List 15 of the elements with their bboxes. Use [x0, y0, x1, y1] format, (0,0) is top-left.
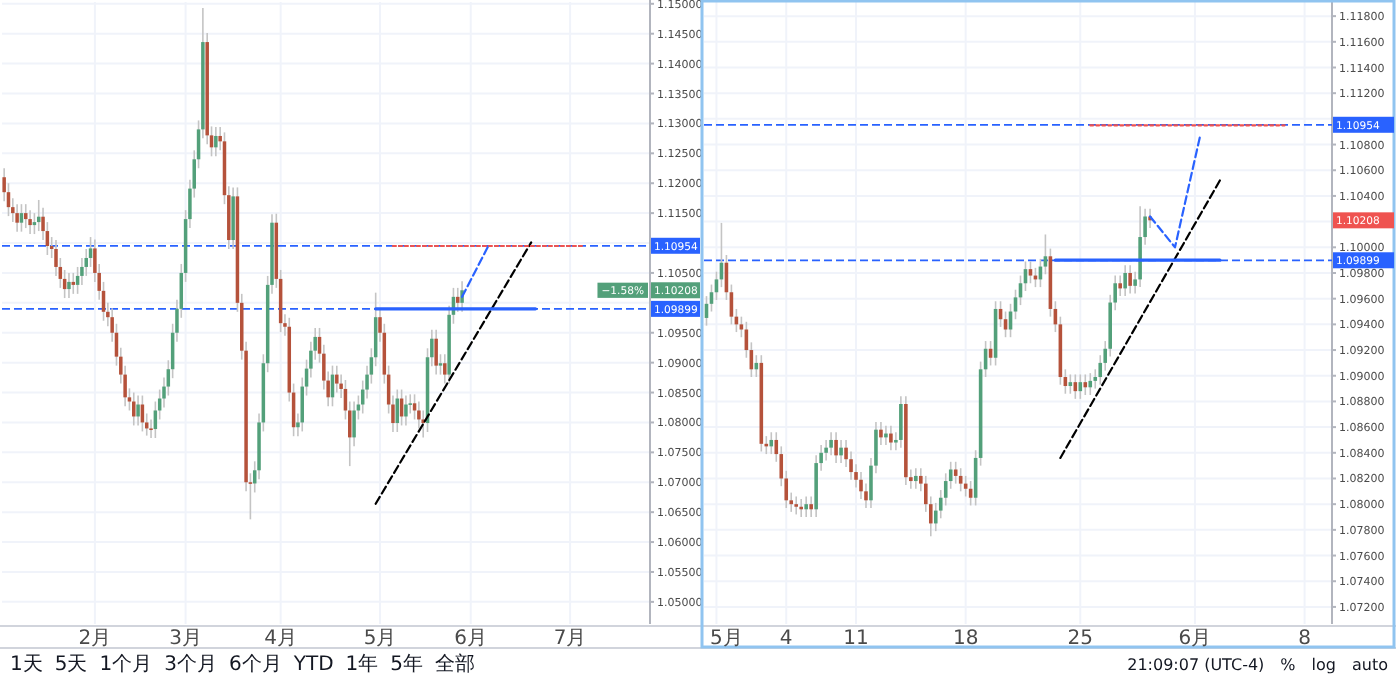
x-tick-label: 6月 — [454, 628, 488, 650]
toolbar: 21:09:07 (UTC-4) % log auto — [1127, 656, 1388, 674]
x-tick-label: 25 — [1067, 628, 1094, 650]
x-tick-label: 8 — [1298, 628, 1311, 650]
x-tick-label: 3月 — [169, 628, 202, 650]
x-tick-label: 2月 — [78, 628, 112, 650]
x-tick-label: 4月 — [264, 628, 298, 650]
x-tick-label: 5月 — [710, 628, 743, 650]
x-tick-label: 6月 — [1178, 628, 1212, 650]
x-tick-label: 11 — [843, 628, 869, 650]
toolbar: 1天 5天 1个月 3个月 6个月 YTD 1年 5年 全部 — [10, 654, 476, 676]
x-tick-label: 7月 — [553, 628, 587, 650]
x-tick-label: 4 — [779, 628, 793, 650]
x-tick-label: 18 — [952, 628, 979, 650]
x-tick-label: 5月 — [363, 628, 397, 650]
